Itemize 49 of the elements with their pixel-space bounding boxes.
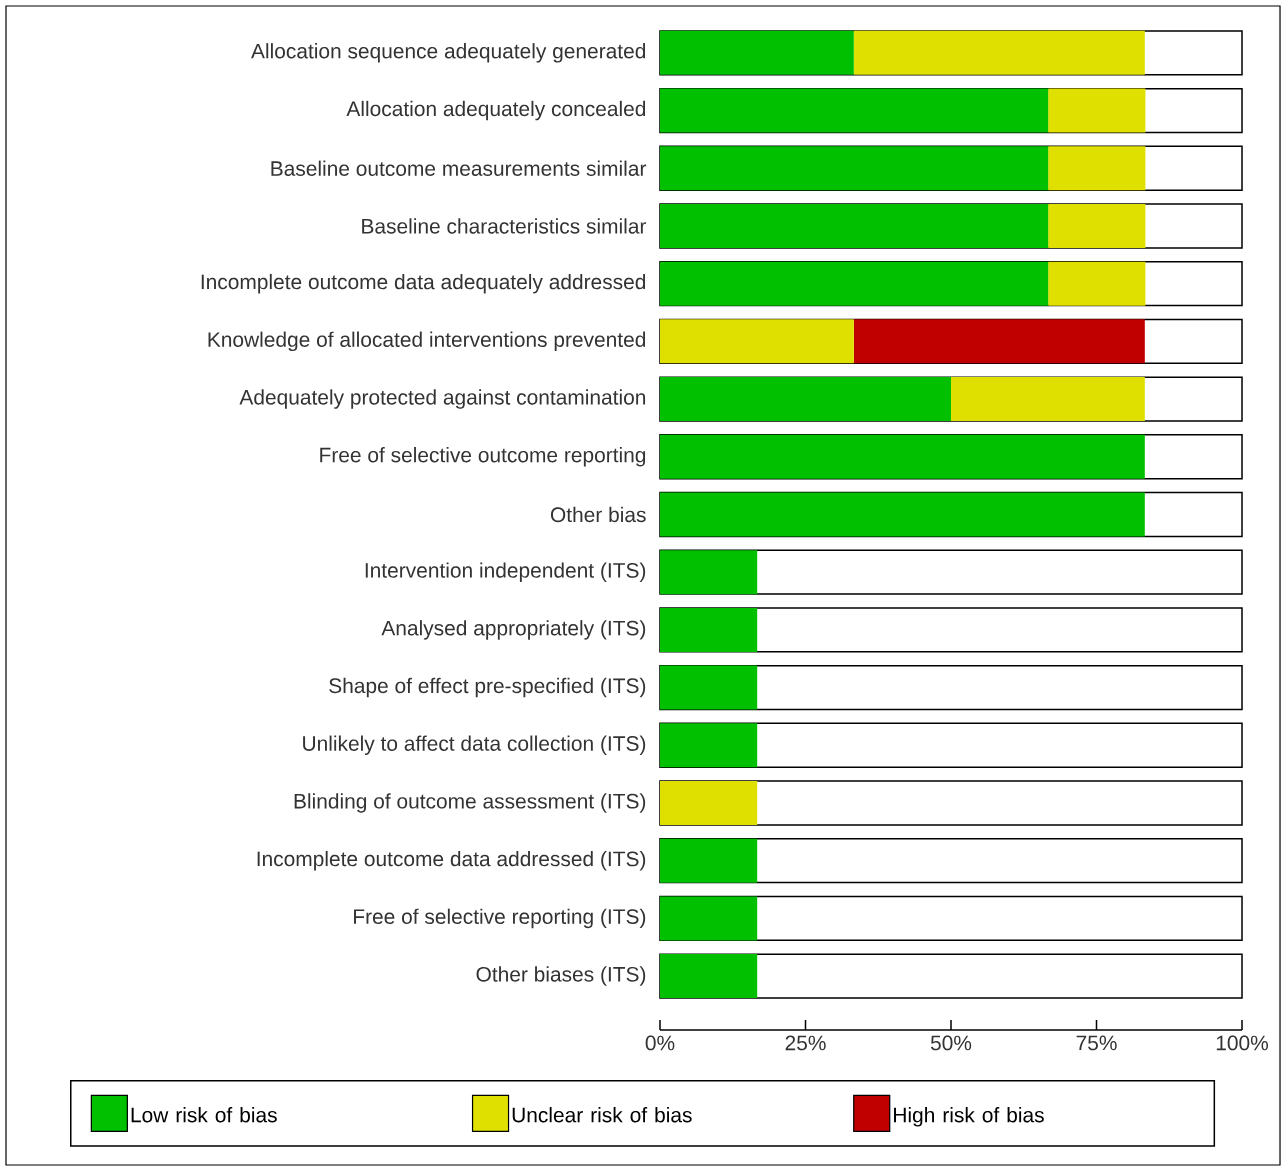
- y-tick-label: Blinding of outcome assessment (ITS): [294, 793, 646, 813]
- bar: [1048, 88, 1146, 133]
- y-tick-label: Other bias: [550, 506, 646, 523]
- bar: [660, 88, 1049, 133]
- bar: [660, 665, 758, 710]
- bar: [660, 723, 758, 768]
- y-tick-label: Shape of effect pre-specified (ITS): [329, 677, 646, 698]
- y-tick-label: Free of selective outcome reporting: [320, 447, 646, 467]
- y-tick-label: Adequately protected against contamination: [239, 389, 646, 409]
- bar: [853, 30, 1145, 75]
- y-tick-label: Analysed appropriately (ITS): [381, 620, 646, 640]
- y-tick-label: Incomplete outcome data addressed (ITS): [257, 850, 646, 871]
- bar: [660, 896, 758, 941]
- bar: [660, 30, 854, 75]
- y-tick-label: Allocation adequately concealed: [346, 100, 646, 121]
- x-tick-label: 75%: [1076, 1035, 1117, 1051]
- y-tick-label: Knowledge of allocated interventions prevented: [208, 331, 646, 352]
- bar: [1048, 146, 1146, 191]
- y-tick-label: Baseline outcome measurements similar: [271, 160, 647, 176]
- bar: [660, 838, 758, 883]
- x-tick-label: 25%: [785, 1035, 826, 1051]
- bar: [660, 550, 758, 595]
- bar: [951, 377, 1145, 422]
- bar: [660, 607, 758, 652]
- y-tick-label: Incomplete outcome data adequately addressed: [201, 273, 646, 294]
- legend-label: Unclear risk of bias: [512, 1107, 692, 1123]
- y-tick-label: Baseline characteristics similar: [362, 218, 647, 234]
- bar: [660, 319, 854, 364]
- y-tick-label: Allocation sequence adequately generated: [251, 43, 646, 63]
- bar: [1048, 203, 1146, 248]
- legend-label: High risk of bias: [894, 1107, 1044, 1127]
- bar: [660, 492, 1145, 537]
- y-tick-label: Unlikely to affect data collection (ITS): [303, 735, 646, 756]
- y-tick-label: Other biases (ITS): [476, 966, 646, 986]
- x-tick-label: 50%: [930, 1035, 972, 1051]
- bar: [660, 203, 1049, 248]
- y-tick-label: Free of selective reporting (ITS): [354, 908, 646, 929]
- bar: [660, 954, 758, 999]
- bar: [660, 261, 1049, 306]
- bar: [1048, 261, 1146, 306]
- x-tick-label: 100%: [1216, 1035, 1269, 1051]
- bar: [660, 377, 951, 422]
- y-tick-label: Intervention independent (ITS): [365, 562, 646, 582]
- bar: [853, 319, 1145, 364]
- legend-label: Low risk of bias: [131, 1107, 277, 1123]
- bar: [660, 146, 1049, 191]
- bar: [660, 434, 1145, 479]
- bar: [660, 780, 758, 825]
- x-tick-label: 0%: [645, 1035, 675, 1051]
